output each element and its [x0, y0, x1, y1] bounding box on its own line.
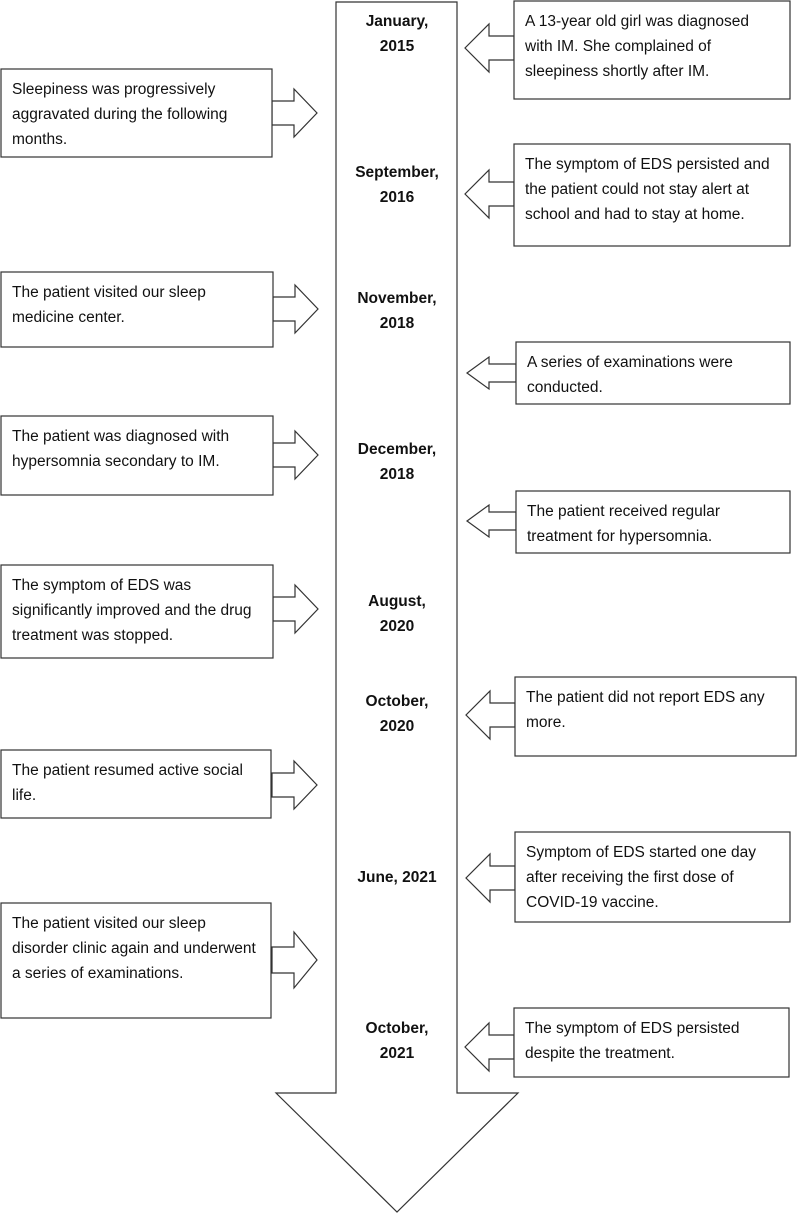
right-event-text: A 13-year old girl was diagnosed with IM…: [525, 13, 750, 80]
date-label: October, 2021: [365, 1020, 429, 1062]
right-event-text: Symptom of EDS started one day after rec…: [526, 844, 757, 911]
right-box-6: [514, 831, 791, 923]
left-arrow-7: [464, 1021, 515, 1073]
right-box-1: [513, 0, 791, 100]
left-box-6: [0, 902, 272, 1019]
right-event-text: The patient received regular treatment f…: [527, 503, 721, 545]
left-box-3: [0, 415, 274, 496]
date-label: October, 2020: [365, 693, 429, 735]
left-arrow-6: [465, 852, 516, 904]
left-event-text: The patient was diagnosed with hypersomn…: [12, 428, 230, 470]
left-arrow-5: [465, 689, 516, 741]
left-event-text: The patient visited our sleep disorder c…: [12, 915, 256, 982]
left-event-text: The patient resumed active social life.: [12, 762, 243, 804]
right-event-text: The patient did not report EDS any more.: [526, 689, 765, 731]
right-box-7: [513, 1007, 790, 1078]
left-arrow-4: [465, 503, 517, 539]
right-arrow-2: [272, 283, 319, 335]
left-box-1: [0, 68, 273, 158]
date-label: September, 2016: [355, 164, 439, 206]
left-box-5: [0, 749, 272, 819]
date-label: November, 2018: [357, 290, 437, 332]
left-arrow-1: [464, 22, 515, 74]
right-box-4: [515, 490, 791, 554]
right-event-text: A series of examinations were conducted.: [527, 354, 733, 396]
right-event-text: The symptom of EDS persisted despite the…: [525, 1020, 740, 1062]
date-label: January, 2015: [365, 13, 429, 55]
right-box-3: [515, 341, 791, 405]
left-arrow-2: [464, 168, 515, 220]
left-event-text: Sleepiness was progressively aggravated …: [12, 81, 228, 148]
timeline-arrow: [274, 1, 520, 1213]
left-box-4: [0, 564, 274, 659]
date-label: June, 2021: [357, 869, 437, 886]
right-arrow-3: [272, 429, 319, 481]
date-label: December, 2018: [357, 441, 437, 483]
left-event-text: The patient visited our sleep medicine c…: [12, 284, 206, 326]
left-arrow-3: [465, 355, 517, 391]
right-event-text: The symptom of EDS persisted and the pat…: [525, 156, 770, 223]
right-arrow-4: [272, 583, 319, 635]
date-label: August, 2020: [368, 593, 426, 635]
right-box-5: [514, 676, 797, 757]
left-event-text: The symptom of EDS was significantly imp…: [12, 577, 252, 644]
right-arrow-6: [271, 930, 318, 990]
right-arrow-5: [271, 759, 318, 811]
left-box-2: [0, 271, 274, 348]
right-arrow-1: [271, 87, 318, 139]
right-box-2: [513, 143, 791, 247]
